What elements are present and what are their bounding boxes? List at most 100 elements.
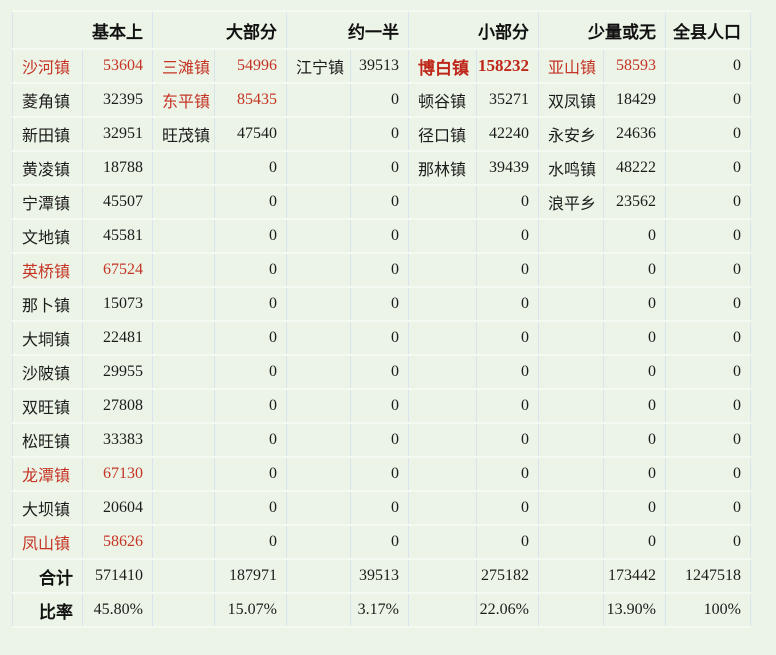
value-cell: 0 [476, 354, 539, 390]
value-cell: 0 [214, 184, 287, 220]
value-cell: 0 [350, 286, 409, 322]
value-cell: 23562 [603, 184, 666, 220]
summary-county-cell: 1247518 [665, 558, 751, 594]
table-body: 沙河镇 53604 三滩镇 54996 江宁镇 39513 博白镇 158232 亚山镇 5859… [12, 48, 751, 628]
town-cell [408, 320, 477, 356]
summary-value-cell: 571410 [82, 558, 153, 594]
value-cell: 15073 [82, 286, 153, 322]
table-row: 龙潭镇 67130 0 0 0 0 0 [12, 456, 751, 492]
summary-label-cell: 合计 [12, 558, 83, 594]
summary-value-cell: 275182 [476, 558, 539, 594]
value-cell: 67130 [82, 456, 153, 492]
town-cell [152, 286, 215, 322]
town-cell [286, 116, 351, 152]
town-cell: 凤山镇 [12, 524, 83, 560]
county-population-cell: 0 [665, 218, 751, 254]
value-cell: 0 [603, 524, 666, 560]
value-cell: 0 [603, 252, 666, 288]
town-cell [538, 524, 604, 560]
town-cell [538, 422, 604, 458]
value-cell: 0 [214, 490, 287, 526]
value-cell: 54996 [214, 48, 287, 84]
population-table: 基本上 大部分 约一半 小部分 少量或无 全县人口 沙河镇 53604 三滩镇 549… [12, 10, 751, 628]
header-yueyiban: 约一半 [286, 10, 409, 50]
town-cell [152, 184, 215, 220]
town-cell: 沙河镇 [12, 48, 83, 84]
town-cell: 黄凌镇 [12, 150, 83, 186]
value-cell: 0 [476, 456, 539, 492]
value-cell: 18788 [82, 150, 153, 186]
value-cell: 0 [476, 184, 539, 220]
value-cell: 22481 [82, 320, 153, 356]
value-cell: 0 [214, 388, 287, 424]
value-cell: 0 [603, 320, 666, 356]
town-cell: 三滩镇 [152, 48, 215, 84]
value-cell: 0 [603, 354, 666, 390]
value-cell: 58593 [603, 48, 666, 84]
county-population-cell: 0 [665, 48, 751, 84]
town-cell [538, 456, 604, 492]
town-cell [152, 388, 215, 424]
empty-cell [152, 558, 215, 594]
value-cell: 0 [603, 218, 666, 254]
value-cell: 0 [603, 286, 666, 322]
value-cell: 0 [476, 490, 539, 526]
value-cell: 0 [350, 116, 409, 152]
town-cell [408, 524, 477, 560]
table-header: 基本上 大部分 约一半 小部分 少量或无 全县人口 [12, 10, 751, 50]
value-cell: 158232 [476, 48, 539, 84]
town-cell [286, 524, 351, 560]
value-cell: 0 [476, 286, 539, 322]
table-row: 松旺镇 33383 0 0 0 0 0 [12, 422, 751, 458]
town-cell [408, 422, 477, 458]
town-cell: 沙陂镇 [12, 354, 83, 390]
county-population-cell: 0 [665, 320, 751, 356]
summary-value-cell: 13.90% [603, 592, 666, 628]
town-cell: 东平镇 [152, 82, 215, 118]
empty-cell [152, 592, 215, 628]
county-population-cell: 0 [665, 422, 751, 458]
value-cell: 33383 [82, 422, 153, 458]
county-population-cell: 0 [665, 286, 751, 322]
value-cell: 0 [214, 524, 287, 560]
town-cell: 博白镇 [408, 48, 477, 84]
town-cell [286, 286, 351, 322]
value-cell: 0 [214, 354, 287, 390]
value-cell: 0 [350, 456, 409, 492]
value-cell: 53604 [82, 48, 153, 84]
town-cell: 英桥镇 [12, 252, 83, 288]
value-cell: 0 [350, 524, 409, 560]
town-cell: 双凤镇 [538, 82, 604, 118]
town-cell [152, 456, 215, 492]
town-cell [286, 218, 351, 254]
county-population-cell: 0 [665, 456, 751, 492]
value-cell: 27808 [82, 388, 153, 424]
town-cell [286, 150, 351, 186]
value-cell: 0 [350, 422, 409, 458]
table-row: 凤山镇 58626 0 0 0 0 0 [12, 524, 751, 560]
value-cell: 0 [476, 524, 539, 560]
town-cell: 顿谷镇 [408, 82, 477, 118]
value-cell: 0 [214, 286, 287, 322]
header-jibenshang: 基本上 [12, 10, 153, 50]
table-row: 文地镇 45581 0 0 0 0 0 [12, 218, 751, 254]
county-population-cell: 0 [665, 354, 751, 390]
county-population-cell: 0 [665, 184, 751, 220]
value-cell: 0 [350, 184, 409, 220]
town-cell [286, 490, 351, 526]
town-cell: 那卜镇 [12, 286, 83, 322]
value-cell: 0 [476, 218, 539, 254]
table-row: 双旺镇 27808 0 0 0 0 0 [12, 388, 751, 424]
town-cell [538, 286, 604, 322]
empty-cell [286, 558, 351, 594]
town-cell [286, 388, 351, 424]
town-cell: 径口镇 [408, 116, 477, 152]
value-cell: 47540 [214, 116, 287, 152]
summary-value-cell: 187971 [214, 558, 287, 594]
empty-cell [408, 558, 477, 594]
summary-value-cell: 45.80% [82, 592, 153, 628]
town-cell [286, 320, 351, 356]
header-dabufen: 大部分 [152, 10, 287, 50]
town-cell [152, 354, 215, 390]
